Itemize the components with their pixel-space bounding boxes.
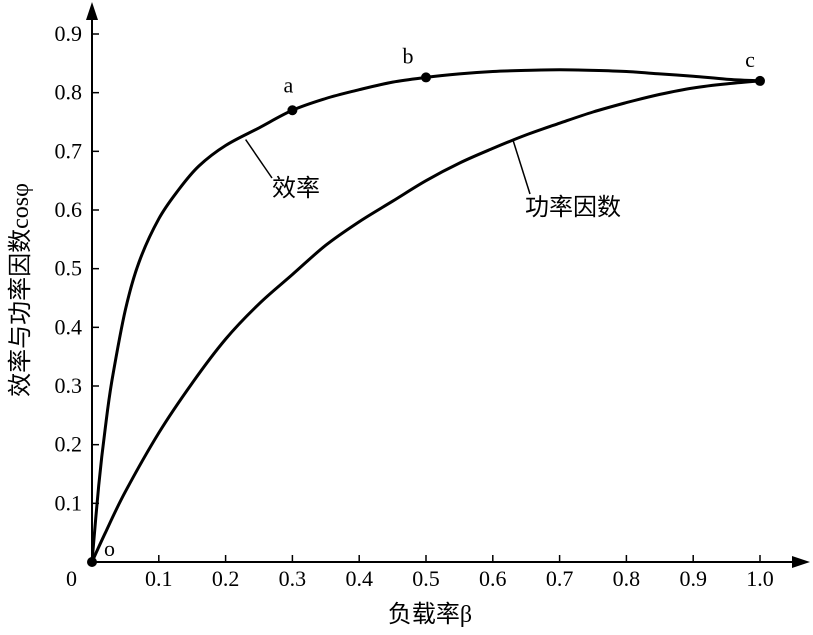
points: o a b c: [87, 43, 765, 567]
x-tick-label: 0.4: [345, 566, 373, 591]
x-tick-label: 0.2: [212, 566, 240, 591]
x-tick-label: 0.3: [279, 566, 307, 591]
x-tick-label: 0.7: [546, 566, 574, 591]
point-b-label: b: [403, 43, 414, 68]
y-tick-label: 0.9: [55, 21, 83, 46]
efficiency-curve-label: 效率: [272, 175, 320, 202]
x-axis-title: 负载率β: [388, 601, 472, 628]
point-c-label: c: [745, 47, 755, 72]
y-tick-label: 0.8: [55, 80, 83, 105]
power-factor-curve: [90, 79, 762, 564]
y-tick-label: 0.3: [55, 373, 83, 398]
point-o-label: o: [104, 536, 115, 561]
ticks: 0.1 0.2 0.3 0.4 0.5 0.6 0.7 0.8 0.9 1.0 0.1 0.2 0.3 0…: [55, 21, 774, 591]
y-tick-label: 0.5: [55, 256, 83, 281]
point-c-marker: [755, 75, 765, 86]
power-factor-label-leader: [512, 139, 531, 195]
x-tick-label: 1.0: [746, 566, 774, 591]
x-tick-label: 0.1: [145, 566, 173, 591]
efficiency-label-leader: [245, 139, 273, 179]
point-a-label: a: [284, 72, 294, 97]
x-tick-label: 0.8: [613, 566, 641, 591]
curves: [90, 68, 762, 564]
y-axis-title: 效率与功率因数cosφ: [7, 183, 34, 397]
point-b-marker: [421, 72, 431, 83]
y-tick-label: 0.7: [55, 138, 83, 163]
point-a-marker: [287, 105, 298, 116]
x-tick-label: 0.6: [479, 566, 507, 591]
origin-label: 0: [66, 566, 77, 591]
x-tick-label: 0.9: [679, 566, 707, 591]
point-o-marker: [87, 557, 97, 567]
y-tick-label: 0.4: [55, 314, 83, 339]
y-axis-arrow: [86, 2, 98, 20]
axes: [86, 2, 810, 568]
x-axis-arrow: [792, 556, 810, 568]
y-tick-label: 0.6: [55, 197, 83, 222]
y-tick-label: 0.1: [55, 490, 83, 515]
x-tick-label: 0.5: [412, 566, 440, 591]
labels: 0 负载率β 效率与功率因数cosφ 效率 功率因数: [7, 175, 621, 628]
y-tick-label: 0.2: [55, 432, 83, 457]
efficiency-curve: [90, 68, 762, 564]
power-factor-curve-label: 功率因数: [525, 194, 621, 221]
